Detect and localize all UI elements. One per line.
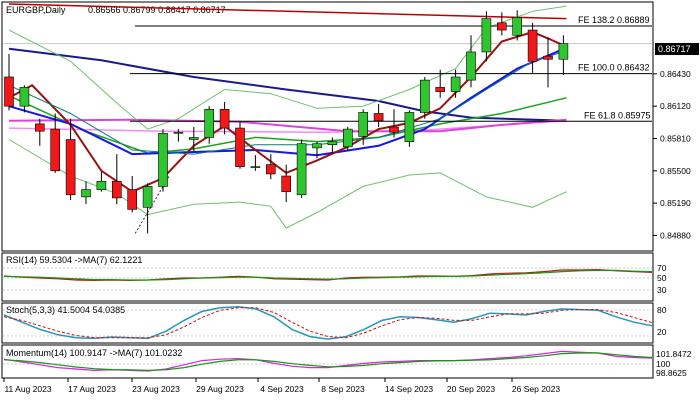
candle-body: [466, 51, 476, 81]
price-axis: 0.86430 0.86120 0.85810 0.85500 0.85190 0.848…: [653, 69, 691, 240]
price-tick-label: 0.85190: [660, 198, 691, 208]
candle-body: [358, 112, 369, 137]
candle-body: [296, 143, 307, 196]
momentum-tick-low: 98.8625: [656, 368, 687, 378]
candle-body: [81, 189, 91, 198]
candle-body: [50, 128, 61, 172]
candle-body: [127, 189, 137, 210]
candle-body: [265, 164, 276, 175]
candle-body: [34, 123, 45, 132]
date-tick-label: 29 Aug 2023: [196, 384, 244, 394]
candle-body: [496, 22, 507, 31]
momentum-label: Momentum(14) 100.9147 ->MA(7) 101.0232: [6, 348, 182, 358]
candle-body: [204, 108, 214, 138]
fe-level-label: FE 138.2 0.86889: [578, 15, 650, 25]
candle-body: [373, 113, 384, 122]
date-tick-label: 11 Aug 2023: [4, 384, 51, 394]
candle-body: [158, 132, 168, 187]
candle-body: [419, 79, 430, 113]
bollinger-lower: [8, 139, 567, 229]
candle-body: [435, 87, 446, 92]
candle-body: [65, 139, 76, 196]
candle-body: [389, 126, 399, 133]
candle-body: [142, 186, 153, 208]
candle-body: [404, 112, 415, 142]
candle-body: [327, 141, 338, 146]
date-tick-label: 17 Aug 2023: [68, 384, 116, 394]
candle-body: [112, 180, 122, 199]
candle-body: [558, 43, 569, 60]
chart-symbol: EURGBP,Daily: [6, 5, 66, 15]
current-price-box: [655, 43, 699, 55]
candle-body: [342, 128, 353, 148]
price-tick-label: 0.84880: [660, 230, 691, 240]
price-tick-label: 0.85500: [660, 166, 691, 176]
rsi-lines: [3, 267, 653, 291]
candle-body: [512, 17, 523, 36]
date-tick-label: 20 Sep 2023: [447, 384, 495, 394]
date-tick-label: 14 Sep 2023: [385, 384, 433, 394]
candles: [4, 10, 569, 234]
momentum-panel: [1, 344, 654, 379]
candle-body: [281, 175, 292, 192]
candle-body: [543, 55, 553, 60]
candle-body: [481, 18, 492, 53]
rsi-label: RSI(14) 59.5304 ->MA(7) 62.1221: [6, 255, 142, 265]
momentum-lines: [3, 350, 653, 372]
ohlc-readout: 0.86566 0.86799 0.86417 0.86717: [88, 5, 226, 15]
ma-green: [8, 95, 567, 154]
fe-level-label: FE 61.8 0.85975: [584, 110, 651, 120]
candle-body: [219, 108, 230, 129]
rsi-tick-70: 70: [657, 263, 667, 273]
rsi-tick-30: 30: [657, 285, 667, 295]
momentum-ma-line: [3, 352, 653, 372]
rsi-tick-50: 50: [657, 273, 667, 283]
date-tick-label: 23 Aug 2023: [132, 384, 180, 394]
rsi-panel: [1, 252, 654, 302]
channel-line: [8, 3, 567, 20]
candle-body: [189, 137, 199, 140]
current-price-label: 0.86717: [658, 44, 691, 54]
candle-body: [173, 131, 184, 134]
stoch-lines: [3, 305, 653, 340]
candle-body: [250, 166, 261, 168]
fe-level-label: FE 100.0 0.86432: [578, 63, 650, 73]
price-tick-label: 0.86120: [660, 101, 691, 111]
momentum-tick-100: 100: [656, 359, 670, 369]
ma-dark-blue: [8, 47, 567, 122]
date-tick-label: 26 Sep 2023: [512, 384, 560, 394]
price-tick-label: 0.86430: [660, 69, 691, 79]
momentum-tick-high: 101.8472: [656, 349, 692, 359]
price-tick-label: 0.85810: [660, 133, 691, 143]
date-tick-label: 8 Sep 2023: [321, 384, 365, 394]
candle-body: [19, 87, 30, 107]
candle-body: [235, 127, 245, 167]
stoch-tick-20: 20: [657, 327, 667, 337]
bollinger-upper: [8, 5, 567, 130]
main-price-panel: [1, 1, 654, 252]
stoch-k-line: [3, 305, 653, 340]
date-axis: 11 Aug 2023 17 Aug 2023 23 Aug 2023 29 Aug …: [3, 378, 560, 394]
rsi-ma-line: [3, 269, 653, 281]
stoch-label: Stoch(5,3,3) 41.5004 54.0385: [6, 305, 125, 315]
candle-body: [312, 143, 322, 149]
stoch-tick-80: 80: [657, 305, 667, 315]
date-tick-label: 4 Sep 2023: [260, 384, 304, 394]
candle-body: [527, 29, 538, 62]
fibonacci-levels: FE 138.2 0.86889 FE 100.0 0.86432 FE 61.8 …: [130, 15, 652, 122]
candle-body: [4, 76, 14, 107]
candle-body: [450, 76, 461, 92]
stoch-d-line: [3, 307, 653, 339]
candle-body: [96, 180, 107, 190]
